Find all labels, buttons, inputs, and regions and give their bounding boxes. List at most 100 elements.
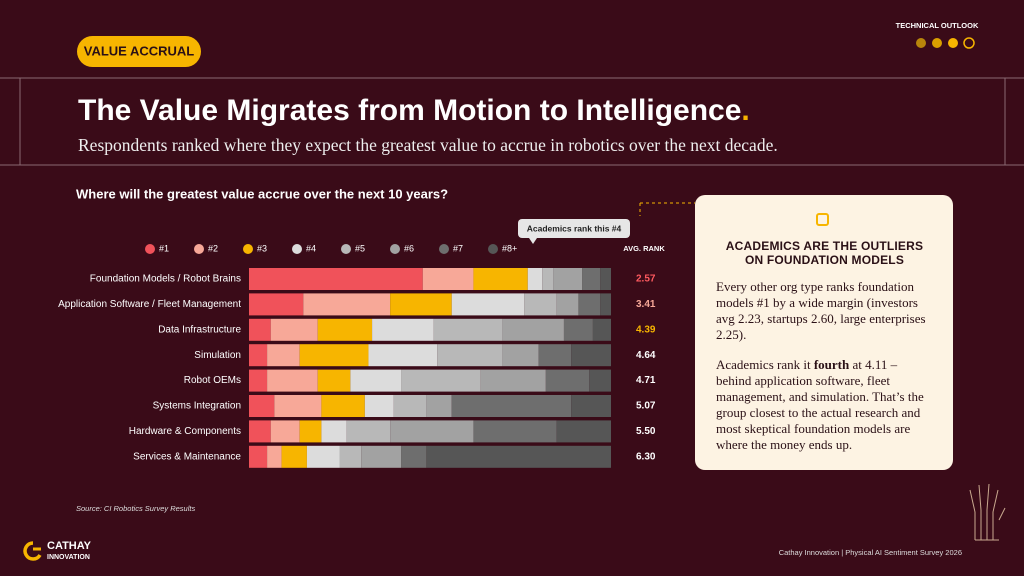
bar-segment <box>563 318 593 341</box>
legend-label: #7 <box>453 243 463 253</box>
bar-segment <box>249 395 275 417</box>
bar-segment <box>502 318 564 341</box>
category-label: Hardware & Components <box>129 426 241 437</box>
emphasis: fourth <box>813 357 850 372</box>
bar-segment <box>321 395 365 417</box>
annotation-box <box>518 219 630 238</box>
bar-segment <box>339 445 362 468</box>
bar-segment <box>299 420 322 443</box>
bar-segment <box>267 344 300 367</box>
legend-swatch <box>292 244 302 254</box>
category-label: Foundation Models / Robot Brains <box>90 274 241 285</box>
bar-segment <box>281 445 307 468</box>
bar-segment <box>592 318 611 341</box>
bar-segment <box>249 420 271 443</box>
annotation: Academics rank this #4 <box>527 223 622 233</box>
avg-rank: 5.50 <box>636 426 656 437</box>
legend-swatch <box>243 244 253 254</box>
bar-segment <box>270 318 318 341</box>
bar-segment <box>451 293 525 316</box>
source: Source: CI Robotics Survey Results <box>76 504 195 513</box>
dot <box>932 38 942 48</box>
bar-segment <box>473 420 557 443</box>
bar-segment <box>502 344 539 367</box>
bar-segment <box>393 395 427 417</box>
legend-swatch <box>341 244 351 254</box>
bar-segment <box>600 268 611 290</box>
title: The Value Migrates from Motion to Intell… <box>78 94 750 127</box>
legend-swatch <box>439 244 449 254</box>
category-label: Services & Maintenance <box>133 451 241 462</box>
category-label: Data Infrastructure <box>158 324 241 335</box>
avg-rank: 6.30 <box>636 451 656 462</box>
bar-segment <box>556 420 611 443</box>
bar-segment <box>249 318 271 341</box>
logo-mark <box>23 541 42 561</box>
legend-label: #6 <box>404 243 414 253</box>
bar-segment <box>582 268 601 290</box>
avg-rank: 4.39 <box>636 324 656 335</box>
avg-rank: 3.41 <box>636 299 656 310</box>
bar-segment <box>364 395 394 417</box>
legend-swatch <box>194 244 204 254</box>
bar-segment <box>346 420 391 443</box>
bar-segment <box>270 420 300 443</box>
avg-rank: 5.07 <box>636 401 656 412</box>
bar-segment <box>368 344 438 367</box>
category-label: Systems Integration <box>153 401 241 412</box>
bar-segment <box>437 344 503 367</box>
hand-icon <box>969 483 1006 541</box>
legend-label: #3 <box>257 243 267 253</box>
title-period: . <box>741 94 749 127</box>
callout: ACADEMICS ARE THE OUTLIERS ON FOUNDATION… <box>695 195 953 470</box>
bar-segment <box>527 268 543 290</box>
bar-segment <box>303 293 391 316</box>
text: Academics rank it <box>716 357 814 372</box>
dot <box>963 37 975 49</box>
bar-segment <box>426 445 611 468</box>
legend-swatch <box>145 244 155 254</box>
bar-segment <box>372 318 434 341</box>
badge-text: VALUE ACCRUAL <box>84 43 195 58</box>
avg-rank: 4.71 <box>636 375 656 386</box>
legend-label: #8+ <box>502 243 517 253</box>
bar-segment <box>317 369 351 392</box>
badge <box>77 36 201 67</box>
callout-paragraph: Academics rank it fourth at 4.11 – behin… <box>716 357 933 453</box>
bar-segment <box>422 268 474 290</box>
text: at 4.11 – behind application software, f… <box>716 357 924 452</box>
bar-segment <box>401 369 481 392</box>
legend-label: #1 <box>159 243 169 253</box>
annotation-pointer <box>529 238 537 244</box>
note-icon <box>816 213 829 226</box>
bar-segment <box>451 395 572 417</box>
bar-segment <box>299 344 369 367</box>
avg-rank: 2.57 <box>636 274 656 285</box>
bar-segment <box>361 445 402 468</box>
subtitle: Respondents ranked where they expect the… <box>78 135 778 155</box>
bar-segment <box>578 293 601 316</box>
category-label: Robot OEMs <box>184 375 241 386</box>
bar-segment <box>401 445 427 468</box>
dot <box>948 38 958 48</box>
bar-segment <box>274 395 322 417</box>
bar-segment <box>390 420 474 443</box>
legend-label: #4 <box>306 243 316 253</box>
bar-segment <box>538 344 572 367</box>
legend-label: #2 <box>208 243 218 253</box>
bar-segment <box>306 445 340 468</box>
bar-segment <box>542 268 554 290</box>
callout-paragraph: Every other org type ranks foundation mo… <box>716 279 926 342</box>
chart-title: Where will the greatest value accrue ove… <box>76 186 448 201</box>
bar-segment <box>249 293 304 316</box>
callout-heading: ACADEMICS ARE THE OUTLIERS ON FOUNDATION… <box>725 239 924 267</box>
bar-segment <box>317 318 373 341</box>
avg-rank: 4.64 <box>636 350 656 361</box>
legend-swatch <box>390 244 400 254</box>
bar-segment <box>267 445 282 468</box>
section-label: TECHNICAL OUTLOOK <box>896 21 979 30</box>
bar-segment <box>524 293 557 316</box>
bar-segment <box>249 268 423 290</box>
bar-segment <box>473 268 528 290</box>
